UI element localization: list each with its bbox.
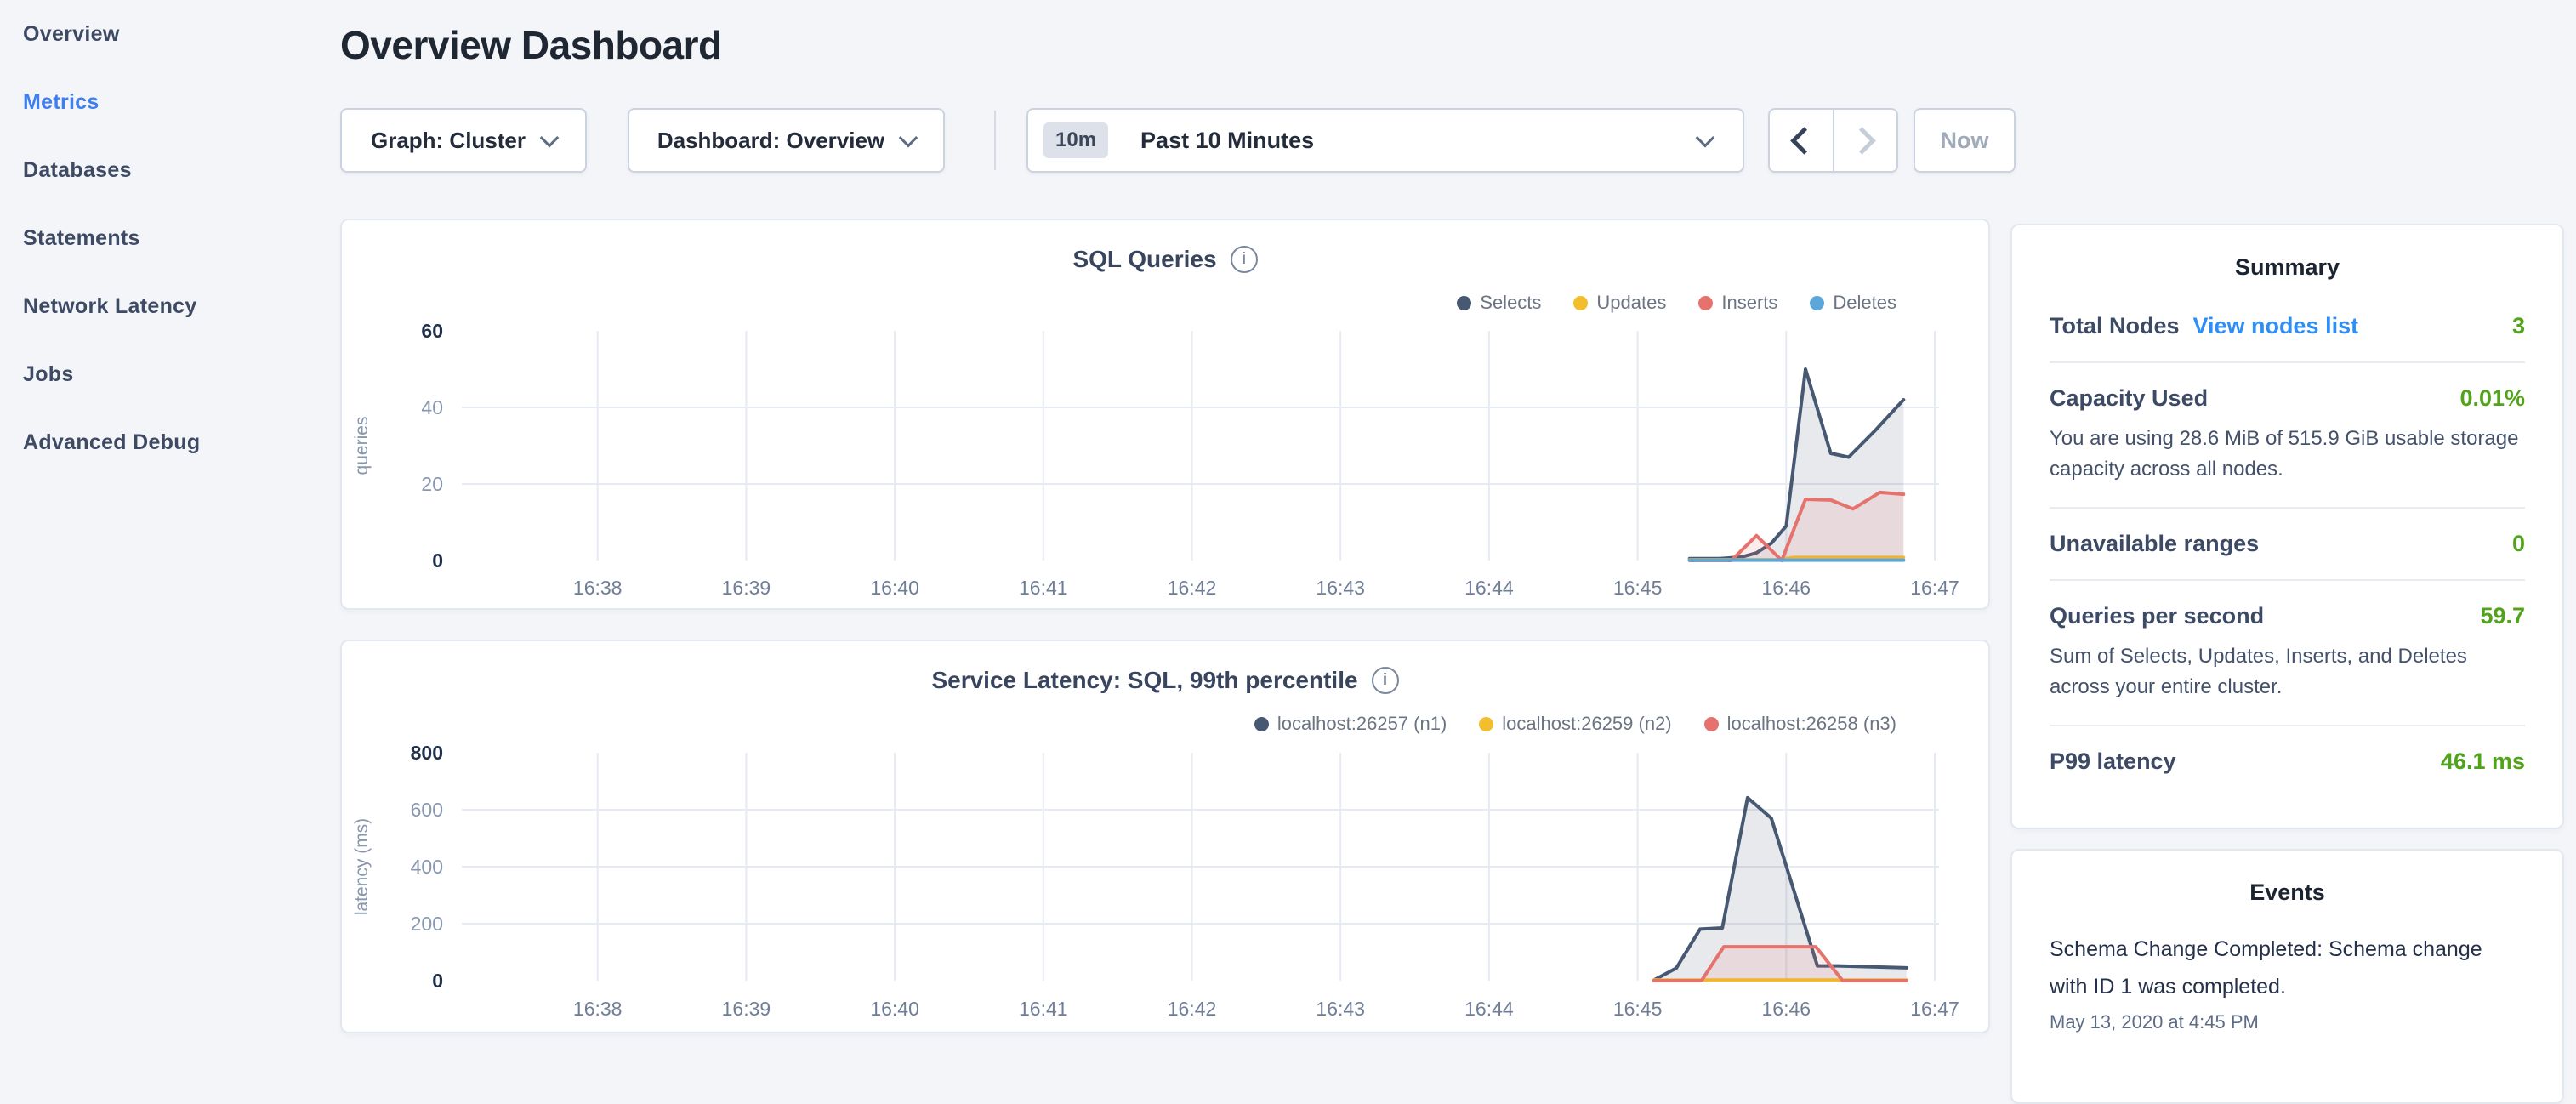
graph-dropdown[interactable]: Graph: Cluster xyxy=(340,108,587,173)
svg-text:60: 60 xyxy=(421,320,443,342)
svg-text:16:47: 16:47 xyxy=(1910,998,1959,1020)
svg-text:16:46: 16:46 xyxy=(1762,998,1811,1020)
svg-text:16:39: 16:39 xyxy=(722,577,771,599)
summary-row-value: 3 xyxy=(2512,313,2525,339)
app-root: Overview Metrics Databases Statements Ne… xyxy=(0,0,2576,1051)
svg-text:16:43: 16:43 xyxy=(1316,577,1365,599)
event-text: Schema Change Completed: Schema change w… xyxy=(2050,931,2525,1006)
sidebar-item-jobs[interactable]: Jobs xyxy=(0,340,340,408)
summary-row-value: 46.1 ms xyxy=(2441,748,2525,775)
chart-canvas: 16:38 16:39 16:40 16:41 16:42 16:43 16:44 16:45… xyxy=(342,641,1992,1032)
chart-canvas: 16:38 16:39 16:40 16:41 16:42 16:43 16:44 16:45… xyxy=(342,220,1992,608)
svg-text:16:42: 16:42 xyxy=(1168,577,1217,599)
svg-text:16:44: 16:44 xyxy=(1464,998,1514,1020)
svg-text:16:45: 16:45 xyxy=(1613,577,1663,599)
graph-dropdown-label: Graph: Cluster xyxy=(371,128,526,154)
summary-row-subtext: You are using 28.6 MiB of 515.9 GiB usab… xyxy=(2050,424,2525,485)
summary-row-label: Capacity Used xyxy=(2050,385,2208,412)
summary-row-value: 0.01% xyxy=(2459,385,2525,412)
summary-row-capacity-used: Capacity Used 0.01% You are using 28.6 M… xyxy=(2050,361,2525,507)
summary-row-p99-latency: P99 latency 46.1 ms xyxy=(2050,725,2525,797)
summary-row-value: 0 xyxy=(2512,531,2525,557)
summary-title: Summary xyxy=(2050,254,2525,281)
events-panel: Events Schema Change Completed: Schema c… xyxy=(2010,849,2564,1104)
summary-row-subtext: Sum of Selects, Updates, Inserts, and De… xyxy=(2050,641,2525,703)
svg-text:16:41: 16:41 xyxy=(1019,577,1068,599)
svg-text:16:38: 16:38 xyxy=(573,998,623,1020)
chevron-down-icon xyxy=(899,128,918,148)
time-range-label: Past 10 Minutes xyxy=(1140,128,1314,154)
sidebar-item-advanced-debug[interactable]: Advanced Debug xyxy=(0,408,340,476)
controls-divider xyxy=(994,111,996,170)
sql-queries-chart-card: SQL Queries i SelectsUpdatesInsertsDelet… xyxy=(340,219,1990,610)
event-list-item[interactable]: Schema Change Completed: Schema change w… xyxy=(2050,931,2525,1033)
sidebar-item-databases[interactable]: Databases xyxy=(0,136,340,204)
summary-row-label: Unavailable ranges xyxy=(2050,531,2259,557)
event-timestamp: May 13, 2020 at 4:45 PM xyxy=(2050,1011,2525,1033)
sidebar-item-overview[interactable]: Overview xyxy=(0,0,340,68)
time-next-button[interactable] xyxy=(1833,110,1897,171)
service-latency-chart-card: Service Latency: SQL, 99th percentile i … xyxy=(340,640,1990,1033)
svg-text:16:45: 16:45 xyxy=(1613,998,1663,1020)
summary-row-label: Total Nodes xyxy=(2050,313,2180,339)
summary-row-unavailable-ranges: Unavailable ranges 0 xyxy=(2050,507,2525,579)
svg-text:queries: queries xyxy=(352,417,372,475)
svg-text:400: 400 xyxy=(411,856,443,878)
time-range-badge: 10m xyxy=(1043,122,1108,158)
svg-text:16:40: 16:40 xyxy=(870,998,919,1020)
dashboard-dropdown-label: Dashboard: Overview xyxy=(657,128,884,154)
svg-text:40: 40 xyxy=(421,396,443,418)
summary-row-queries-per-second: Queries per second 59.7 Sum of Selects, … xyxy=(2050,579,2525,725)
summary-row-value: 59.7 xyxy=(2480,603,2525,629)
svg-text:200: 200 xyxy=(411,913,443,935)
time-prev-button[interactable] xyxy=(1770,110,1833,171)
dashboard-dropdown[interactable]: Dashboard: Overview xyxy=(628,108,945,173)
sidebar-item-network-latency[interactable]: Network Latency xyxy=(0,272,340,340)
svg-text:16:40: 16:40 xyxy=(870,577,919,599)
svg-text:16:39: 16:39 xyxy=(722,998,771,1020)
svg-text:16:42: 16:42 xyxy=(1168,998,1217,1020)
chevron-left-icon xyxy=(1790,127,1818,155)
time-pager xyxy=(1768,108,1898,173)
svg-text:16:46: 16:46 xyxy=(1762,577,1811,599)
svg-text:16:41: 16:41 xyxy=(1019,998,1068,1020)
chevron-right-icon xyxy=(1848,127,1876,155)
svg-text:800: 800 xyxy=(411,742,443,764)
svg-text:16:47: 16:47 xyxy=(1910,577,1959,599)
svg-text:0: 0 xyxy=(432,970,443,992)
now-button[interactable]: Now xyxy=(1914,108,2016,173)
svg-text:20: 20 xyxy=(421,473,443,495)
summary-row-label: Queries per second xyxy=(2050,603,2264,629)
summary-row-label: P99 latency xyxy=(2050,748,2176,775)
view-nodes-list-link[interactable]: View nodes list xyxy=(2193,313,2359,339)
svg-text:0: 0 xyxy=(432,549,443,572)
svg-text:16:43: 16:43 xyxy=(1316,998,1365,1020)
svg-text:16:44: 16:44 xyxy=(1464,577,1514,599)
sidebar: Overview Metrics Databases Statements Ne… xyxy=(0,0,340,476)
summary-row-total-nodes: Total Nodes View nodes list 3 xyxy=(2050,291,2525,361)
sidebar-item-metrics[interactable]: Metrics xyxy=(0,68,340,136)
events-title: Events xyxy=(2050,879,2525,906)
svg-text:latency (ms): latency (ms) xyxy=(352,818,372,915)
svg-text:16:38: 16:38 xyxy=(573,577,623,599)
chevron-down-icon xyxy=(1696,128,1715,148)
chevron-down-icon xyxy=(540,128,560,148)
sidebar-item-statements[interactable]: Statements xyxy=(0,204,340,272)
page-title: Overview Dashboard xyxy=(340,22,722,68)
svg-text:600: 600 xyxy=(411,799,443,821)
summary-panel: Summary Total Nodes View nodes list 3 Ca… xyxy=(2010,224,2564,829)
time-range-dropdown[interactable]: 10m Past 10 Minutes xyxy=(1026,108,1744,173)
